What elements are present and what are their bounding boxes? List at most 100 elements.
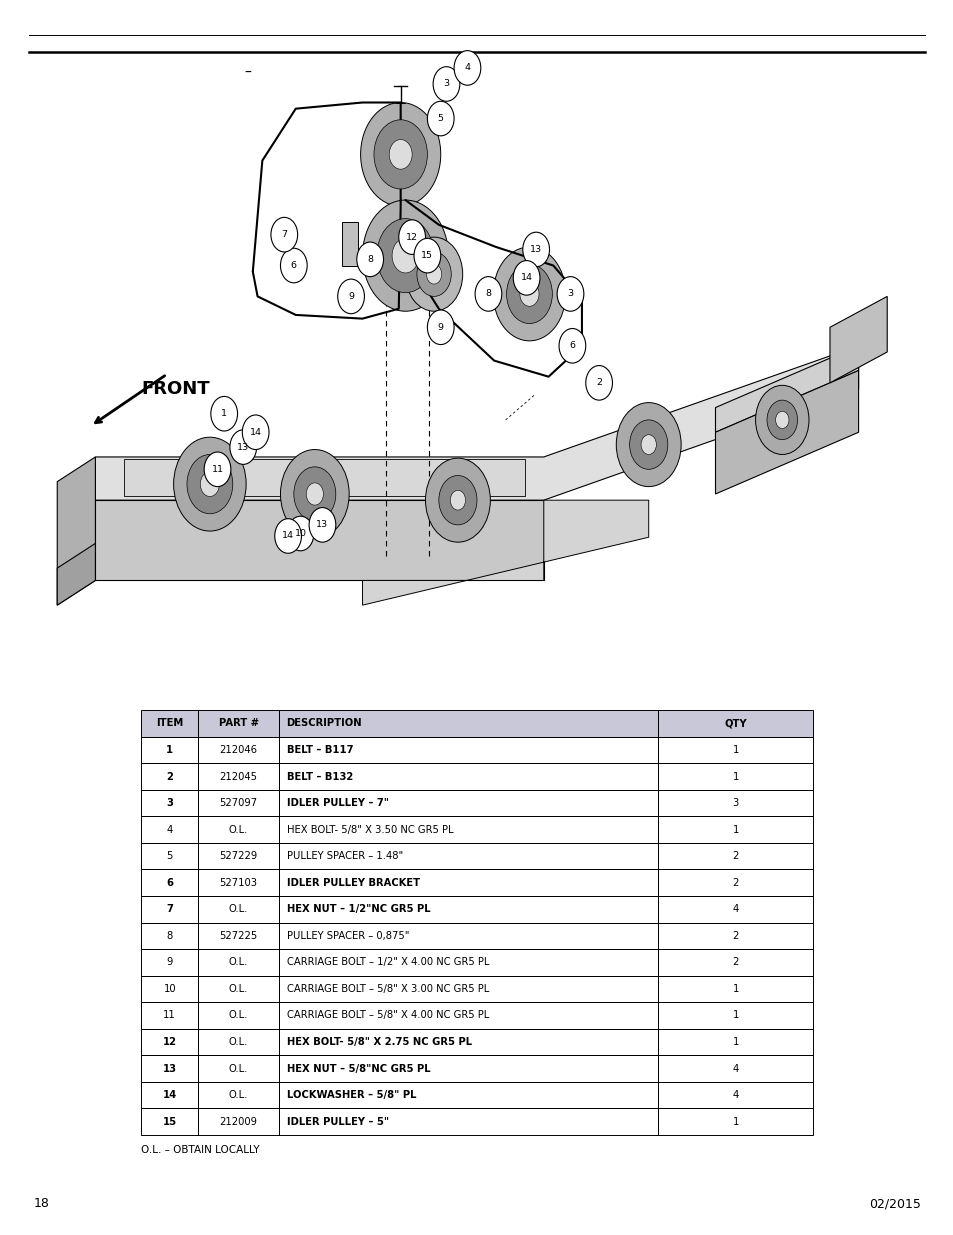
Bar <box>141 976 812 1003</box>
Bar <box>141 1109 812 1135</box>
Circle shape <box>629 420 667 469</box>
Circle shape <box>519 282 538 306</box>
Text: 1: 1 <box>732 1116 738 1126</box>
Bar <box>198 1055 278 1082</box>
Circle shape <box>200 472 219 496</box>
Bar <box>658 897 812 923</box>
Text: 10: 10 <box>163 984 176 994</box>
Bar <box>198 842 278 869</box>
Text: 2: 2 <box>166 772 173 782</box>
Text: 6: 6 <box>291 261 296 270</box>
Text: 02/2015: 02/2015 <box>868 1197 920 1210</box>
Text: 527225: 527225 <box>219 931 257 941</box>
Bar <box>141 1082 812 1109</box>
Bar <box>278 897 658 923</box>
Text: HEX NUT – 5/8"NC GR5 PL: HEX NUT – 5/8"NC GR5 PL <box>286 1063 430 1073</box>
Bar <box>198 1109 278 1135</box>
Circle shape <box>506 264 552 324</box>
Text: 15: 15 <box>421 251 433 261</box>
Text: 1: 1 <box>732 1037 738 1047</box>
Circle shape <box>287 516 314 551</box>
Polygon shape <box>715 370 858 494</box>
Text: 527229: 527229 <box>219 851 257 861</box>
Bar <box>198 976 278 1003</box>
Bar <box>141 790 198 816</box>
Bar <box>278 1082 658 1109</box>
Text: 3: 3 <box>732 798 738 808</box>
Bar <box>658 869 812 897</box>
Circle shape <box>414 238 440 273</box>
Text: 13: 13 <box>237 442 249 452</box>
Bar <box>141 1109 198 1135</box>
Bar <box>141 842 198 869</box>
Circle shape <box>433 67 459 101</box>
Bar <box>198 1029 278 1055</box>
Text: DESCRIPTION: DESCRIPTION <box>286 719 362 729</box>
Circle shape <box>558 329 585 363</box>
Text: 15: 15 <box>163 1116 176 1126</box>
Circle shape <box>438 475 476 525</box>
Text: PULLEY SPACER – 0,875": PULLEY SPACER – 0,875" <box>286 931 409 941</box>
Bar <box>141 1055 812 1082</box>
Text: 2: 2 <box>732 957 738 967</box>
Bar <box>141 948 198 976</box>
Text: 1: 1 <box>732 745 738 755</box>
Circle shape <box>475 277 501 311</box>
Circle shape <box>204 452 231 487</box>
Circle shape <box>522 232 549 267</box>
Bar <box>198 736 278 763</box>
Text: 18: 18 <box>33 1197 50 1210</box>
Bar <box>141 1029 198 1055</box>
Circle shape <box>211 396 237 431</box>
Bar <box>141 1029 812 1055</box>
Circle shape <box>450 490 465 510</box>
Text: 3: 3 <box>567 289 573 299</box>
Text: 5: 5 <box>167 851 172 861</box>
Circle shape <box>362 200 448 311</box>
Polygon shape <box>57 457 95 605</box>
Text: O.L.: O.L. <box>229 957 248 967</box>
Polygon shape <box>341 222 362 266</box>
Bar <box>141 763 812 790</box>
Text: 3: 3 <box>443 79 449 89</box>
Bar <box>141 710 812 736</box>
Bar <box>141 1055 198 1082</box>
Text: –: – <box>244 65 252 79</box>
Polygon shape <box>829 296 886 383</box>
Circle shape <box>513 261 539 295</box>
Bar <box>141 923 198 948</box>
Bar <box>198 869 278 897</box>
Circle shape <box>426 264 441 284</box>
Text: 6: 6 <box>166 878 173 888</box>
Bar <box>198 948 278 976</box>
Bar <box>198 923 278 948</box>
Text: 212045: 212045 <box>219 772 257 782</box>
Bar <box>141 923 812 948</box>
Text: HEX BOLT- 5/8" X 2.75 NC GR5 PL: HEX BOLT- 5/8" X 2.75 NC GR5 PL <box>286 1037 471 1047</box>
Bar <box>198 763 278 790</box>
Circle shape <box>585 366 612 400</box>
Text: BELT – B132: BELT – B132 <box>286 772 353 782</box>
Bar <box>658 976 812 1003</box>
Bar <box>658 1055 812 1082</box>
Bar <box>198 790 278 816</box>
Circle shape <box>616 403 680 487</box>
Bar <box>198 1003 278 1029</box>
Circle shape <box>766 400 797 440</box>
Text: 4: 4 <box>732 1063 738 1073</box>
Text: O.L.: O.L. <box>229 1037 248 1047</box>
Text: 8: 8 <box>367 254 373 264</box>
Circle shape <box>337 279 364 314</box>
Text: O.L. – OBTAIN LOCALLY: O.L. – OBTAIN LOCALLY <box>141 1145 259 1155</box>
Polygon shape <box>124 459 524 496</box>
Bar <box>658 710 812 736</box>
Circle shape <box>374 120 427 189</box>
Bar <box>141 790 812 816</box>
Bar <box>141 736 198 763</box>
Circle shape <box>557 277 583 311</box>
Circle shape <box>306 483 323 505</box>
Text: O.L.: O.L. <box>229 984 248 994</box>
Text: 2: 2 <box>732 931 738 941</box>
Text: 1: 1 <box>732 984 738 994</box>
Text: O.L.: O.L. <box>229 825 248 835</box>
